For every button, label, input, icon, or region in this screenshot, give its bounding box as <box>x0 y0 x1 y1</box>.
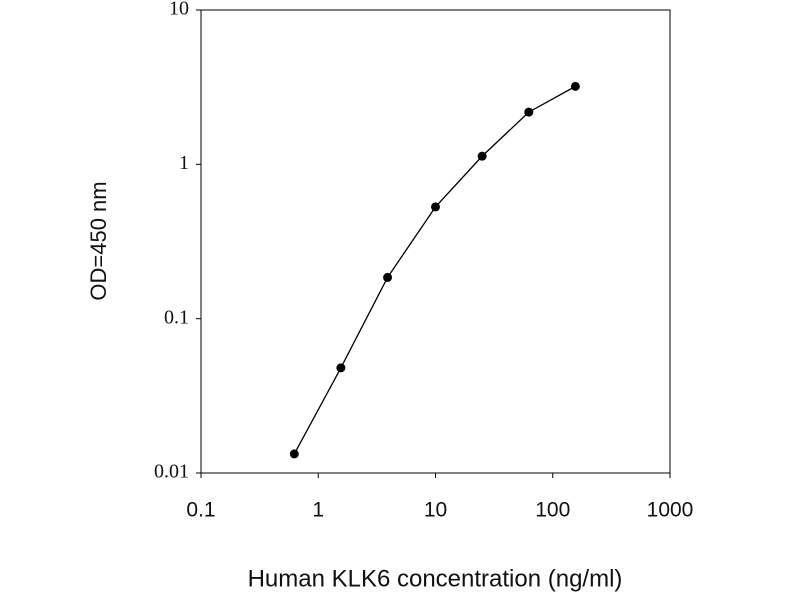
data-point <box>477 151 487 161</box>
x-tick-label: 1000 <box>647 499 694 522</box>
y-tick-label: 0.1 <box>164 306 189 328</box>
data-point <box>570 81 580 91</box>
x-tick-label: 0.1 <box>186 499 215 522</box>
y-tick-label: 1 <box>179 152 189 174</box>
y-axis-label: OD=450 nm <box>86 181 111 300</box>
data-point <box>336 363 346 373</box>
x-tick-label: 100 <box>535 499 570 522</box>
data-line <box>293 85 576 455</box>
plot-frame <box>200 9 671 474</box>
x-tick-label: 10 <box>424 499 447 522</box>
data-point <box>431 202 440 212</box>
data-point <box>524 107 534 117</box>
data-point <box>383 272 393 282</box>
y-tick-label: 0.01 <box>154 461 189 483</box>
x-tick-label: 1 <box>312 499 324 522</box>
data-point <box>289 449 299 459</box>
y-tick-label: 10 <box>169 0 189 20</box>
x-axis-label: Human KLK6 concentration (ng/ml) <box>248 565 623 592</box>
